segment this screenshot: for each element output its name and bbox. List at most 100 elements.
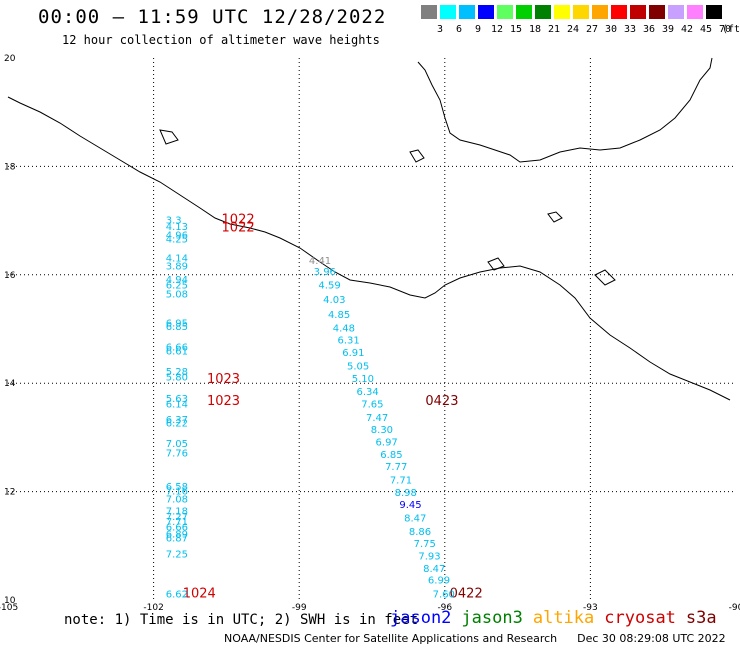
legend-label: 45 bbox=[699, 24, 713, 35]
wave-height-value: 6.31 bbox=[337, 336, 359, 347]
wave-height-value: 4.13 bbox=[166, 222, 188, 233]
legend-swatch bbox=[497, 5, 513, 19]
wave-height-value: 6.85 bbox=[380, 450, 402, 461]
legend-swatch bbox=[554, 5, 570, 19]
wave-height-value: 6.91 bbox=[342, 348, 364, 359]
wave-height-value: 7.65 bbox=[361, 400, 383, 411]
wave-height-value: 6.85 bbox=[166, 322, 188, 333]
wave-height-value: 8.47 bbox=[404, 513, 426, 524]
wave-height-value: 4.48 bbox=[333, 324, 355, 335]
legend-swatch bbox=[459, 5, 475, 19]
legend-label: 70 bbox=[718, 24, 732, 35]
wave-height-value: 3.3 bbox=[166, 215, 182, 226]
map-subtitle: 12 hour collection of altimeter wave hei… bbox=[62, 33, 380, 47]
legend-label: 39 bbox=[661, 24, 675, 35]
inland-water-4 bbox=[159, 129, 179, 145]
wave-height-value: 8.30 bbox=[371, 425, 393, 436]
wave-height-value: 7.71 bbox=[166, 517, 188, 528]
wave-height-value: 7.76 bbox=[166, 448, 188, 459]
legend-unit: (ft) bbox=[721, 24, 740, 35]
wave-height-value: 7.16 bbox=[166, 486, 188, 497]
wave-height-value: 8.47 bbox=[423, 564, 445, 575]
lon-tick-label: -96 bbox=[437, 603, 452, 613]
coastline bbox=[7, 57, 731, 401]
legend-label: 15 bbox=[509, 24, 523, 35]
track-time-label: 1022 bbox=[222, 220, 255, 235]
lat-tick-label: 14 bbox=[4, 379, 16, 389]
wave-height-value: 5.08 bbox=[166, 290, 188, 301]
wave-height-value: 6.25 bbox=[166, 280, 188, 291]
track-time-label: 1022 bbox=[222, 212, 255, 227]
footer: NOAA/NESDIS Center for Satellite Applica… bbox=[224, 632, 726, 645]
wave-height-value: 7.71 bbox=[390, 475, 412, 486]
wave-height-value: 4.41 bbox=[309, 256, 331, 267]
mexico-coastline bbox=[7, 96, 731, 401]
legend-swatch bbox=[421, 5, 437, 19]
wave-height-value: 7.77 bbox=[385, 462, 407, 473]
legend-swatch bbox=[478, 5, 494, 19]
wave-height-value: 6.95 bbox=[166, 318, 188, 329]
note-text: note: 1) Time is in UTC; 2) SWH is in fe… bbox=[64, 612, 419, 628]
legend-swatch bbox=[687, 5, 703, 19]
legend-label: 33 bbox=[623, 24, 637, 35]
lat-tick-label: 18 bbox=[4, 162, 16, 172]
wave-height-value: 6.22 bbox=[166, 419, 188, 430]
legend-swatch bbox=[516, 5, 532, 19]
legend-swatch bbox=[649, 5, 665, 19]
wave-height-value: 7.47 bbox=[366, 413, 388, 424]
wave-height-value: 4.14 bbox=[166, 253, 188, 264]
wave-height-value: 5.05 bbox=[347, 362, 369, 373]
wave-height-value: 6.58 bbox=[166, 482, 188, 493]
wave-height-value: 7.05 bbox=[166, 439, 188, 450]
track-time-label: 1024 bbox=[183, 586, 216, 601]
legend-swatch bbox=[440, 5, 456, 19]
wave-height-value: 7.60 bbox=[433, 589, 455, 600]
legend-label: 18 bbox=[528, 24, 542, 35]
wave-height-value: 5.10 bbox=[352, 374, 374, 385]
wave-height-value: 6.14 bbox=[166, 400, 188, 411]
lat-tick-label: 10 bbox=[4, 596, 16, 606]
legend-swatch bbox=[592, 5, 608, 19]
wave-height-value: 3.96 bbox=[314, 267, 336, 278]
wave-height-value: 6.62 bbox=[166, 589, 188, 600]
wave-height-value: 7.25 bbox=[166, 550, 188, 561]
legend-swatch bbox=[573, 5, 589, 19]
lat-tick-label: 12 bbox=[4, 488, 15, 498]
legend-swatch bbox=[611, 5, 627, 19]
wave-height-value: 7.08 bbox=[166, 494, 188, 505]
lon-tick-label: -105 bbox=[0, 603, 18, 613]
wave-height-value: 3.89 bbox=[166, 261, 188, 272]
legend-label: 12 bbox=[490, 24, 504, 35]
lon-tick-label: -90 bbox=[729, 603, 740, 613]
footer-org: NOAA/NESDIS Center for Satellite Applica… bbox=[224, 632, 558, 645]
legend-label: 3 bbox=[436, 24, 444, 35]
footer-timestamp: Dec 30 08:29:08 UTC 2022 bbox=[577, 632, 726, 645]
legend-label: 24 bbox=[566, 24, 580, 35]
legend-label: 27 bbox=[585, 24, 599, 35]
track-time-label: 0422 bbox=[450, 586, 483, 601]
lon-tick-label: -93 bbox=[583, 603, 598, 613]
wave-height-values: 3.34.134.964.254.143.894.946.255.086.956… bbox=[166, 215, 455, 600]
wave-height-value: 4.25 bbox=[166, 234, 188, 245]
wave-height-value: 9.45 bbox=[399, 500, 421, 511]
wave-height-value: 7.75 bbox=[414, 539, 436, 550]
gulf-coastline bbox=[417, 57, 713, 163]
wave-height-value: 6.61 bbox=[166, 346, 188, 357]
legend-swatch bbox=[668, 5, 684, 19]
wave-height-value: 6.34 bbox=[357, 387, 379, 398]
inland-water bbox=[547, 211, 563, 223]
legend-label: 6 bbox=[455, 24, 463, 35]
lat-tick-label: 20 bbox=[4, 54, 16, 64]
satellite-legend-item: altika bbox=[532, 608, 595, 628]
track-time-label: 0423 bbox=[425, 394, 458, 409]
wave-height-value: 6.89 bbox=[166, 530, 188, 541]
wave-height-value: 4.59 bbox=[318, 280, 340, 291]
track-time-label: 1023 bbox=[207, 394, 240, 409]
legend-label: 36 bbox=[642, 24, 656, 35]
wave-height-value: 5.63 bbox=[166, 394, 188, 405]
wave-height-value: 4.85 bbox=[328, 310, 350, 321]
legend-label: 9 bbox=[474, 24, 482, 35]
satellite-legend-item: jason3 bbox=[461, 608, 523, 628]
